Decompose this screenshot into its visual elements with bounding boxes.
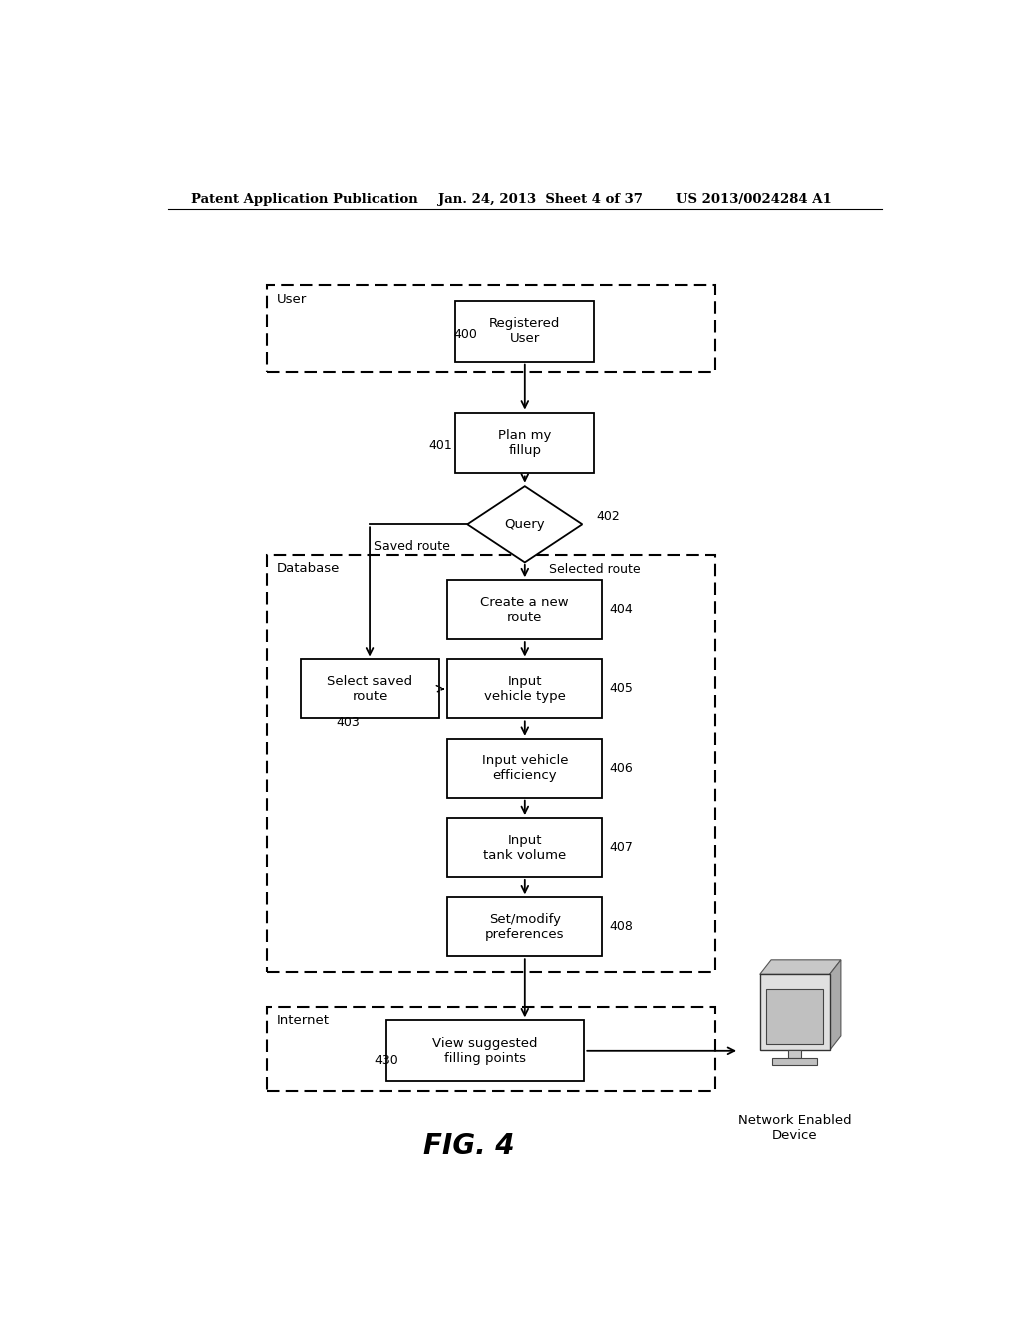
- FancyBboxPatch shape: [447, 818, 602, 876]
- Text: Input vehicle
efficiency: Input vehicle efficiency: [481, 754, 568, 783]
- FancyBboxPatch shape: [301, 660, 439, 718]
- Text: Set/modify
preferences: Set/modify preferences: [485, 913, 564, 941]
- FancyBboxPatch shape: [447, 898, 602, 956]
- FancyBboxPatch shape: [386, 1020, 585, 1081]
- Text: Query: Query: [505, 517, 545, 531]
- Text: 408: 408: [609, 920, 633, 933]
- Text: Database: Database: [278, 562, 341, 576]
- Text: View suggested
filling points: View suggested filling points: [432, 1036, 538, 1065]
- Text: 402: 402: [596, 510, 620, 523]
- FancyBboxPatch shape: [772, 1059, 817, 1065]
- Text: 404: 404: [609, 603, 633, 616]
- Text: FIG. 4: FIG. 4: [424, 1133, 515, 1160]
- Text: Network Enabled
Device: Network Enabled Device: [738, 1114, 851, 1142]
- Text: Input
vehicle type: Input vehicle type: [484, 675, 565, 704]
- FancyBboxPatch shape: [447, 581, 602, 639]
- Polygon shape: [760, 960, 841, 974]
- Text: 400: 400: [454, 327, 477, 341]
- FancyBboxPatch shape: [760, 974, 829, 1051]
- Text: 406: 406: [609, 762, 633, 775]
- Text: Input
tank volume: Input tank volume: [483, 833, 566, 862]
- Text: Patent Application Publication: Patent Application Publication: [191, 193, 418, 206]
- Text: Jan. 24, 2013  Sheet 4 of 37: Jan. 24, 2013 Sheet 4 of 37: [437, 193, 642, 206]
- Text: 407: 407: [609, 841, 633, 854]
- Text: 403: 403: [336, 715, 359, 729]
- FancyBboxPatch shape: [447, 660, 602, 718]
- Text: 405: 405: [609, 682, 633, 696]
- Text: Internet: Internet: [278, 1014, 330, 1027]
- Text: 401: 401: [428, 438, 452, 451]
- Text: Select saved
route: Select saved route: [328, 675, 413, 704]
- Text: US 2013/0024284 A1: US 2013/0024284 A1: [676, 193, 831, 206]
- Text: Selected route: Selected route: [549, 562, 640, 576]
- FancyBboxPatch shape: [766, 989, 823, 1044]
- Text: Create a new
route: Create a new route: [480, 595, 569, 623]
- Text: User: User: [278, 293, 307, 305]
- Text: 430: 430: [374, 1055, 397, 1068]
- Polygon shape: [829, 960, 841, 1051]
- FancyBboxPatch shape: [788, 1051, 801, 1059]
- Text: Saved route: Saved route: [374, 540, 450, 553]
- FancyBboxPatch shape: [456, 412, 594, 474]
- Text: Plan my
fillup: Plan my fillup: [498, 429, 552, 457]
- Text: Registered
User: Registered User: [489, 317, 560, 346]
- FancyBboxPatch shape: [447, 739, 602, 797]
- FancyBboxPatch shape: [456, 301, 594, 362]
- Polygon shape: [467, 486, 583, 562]
